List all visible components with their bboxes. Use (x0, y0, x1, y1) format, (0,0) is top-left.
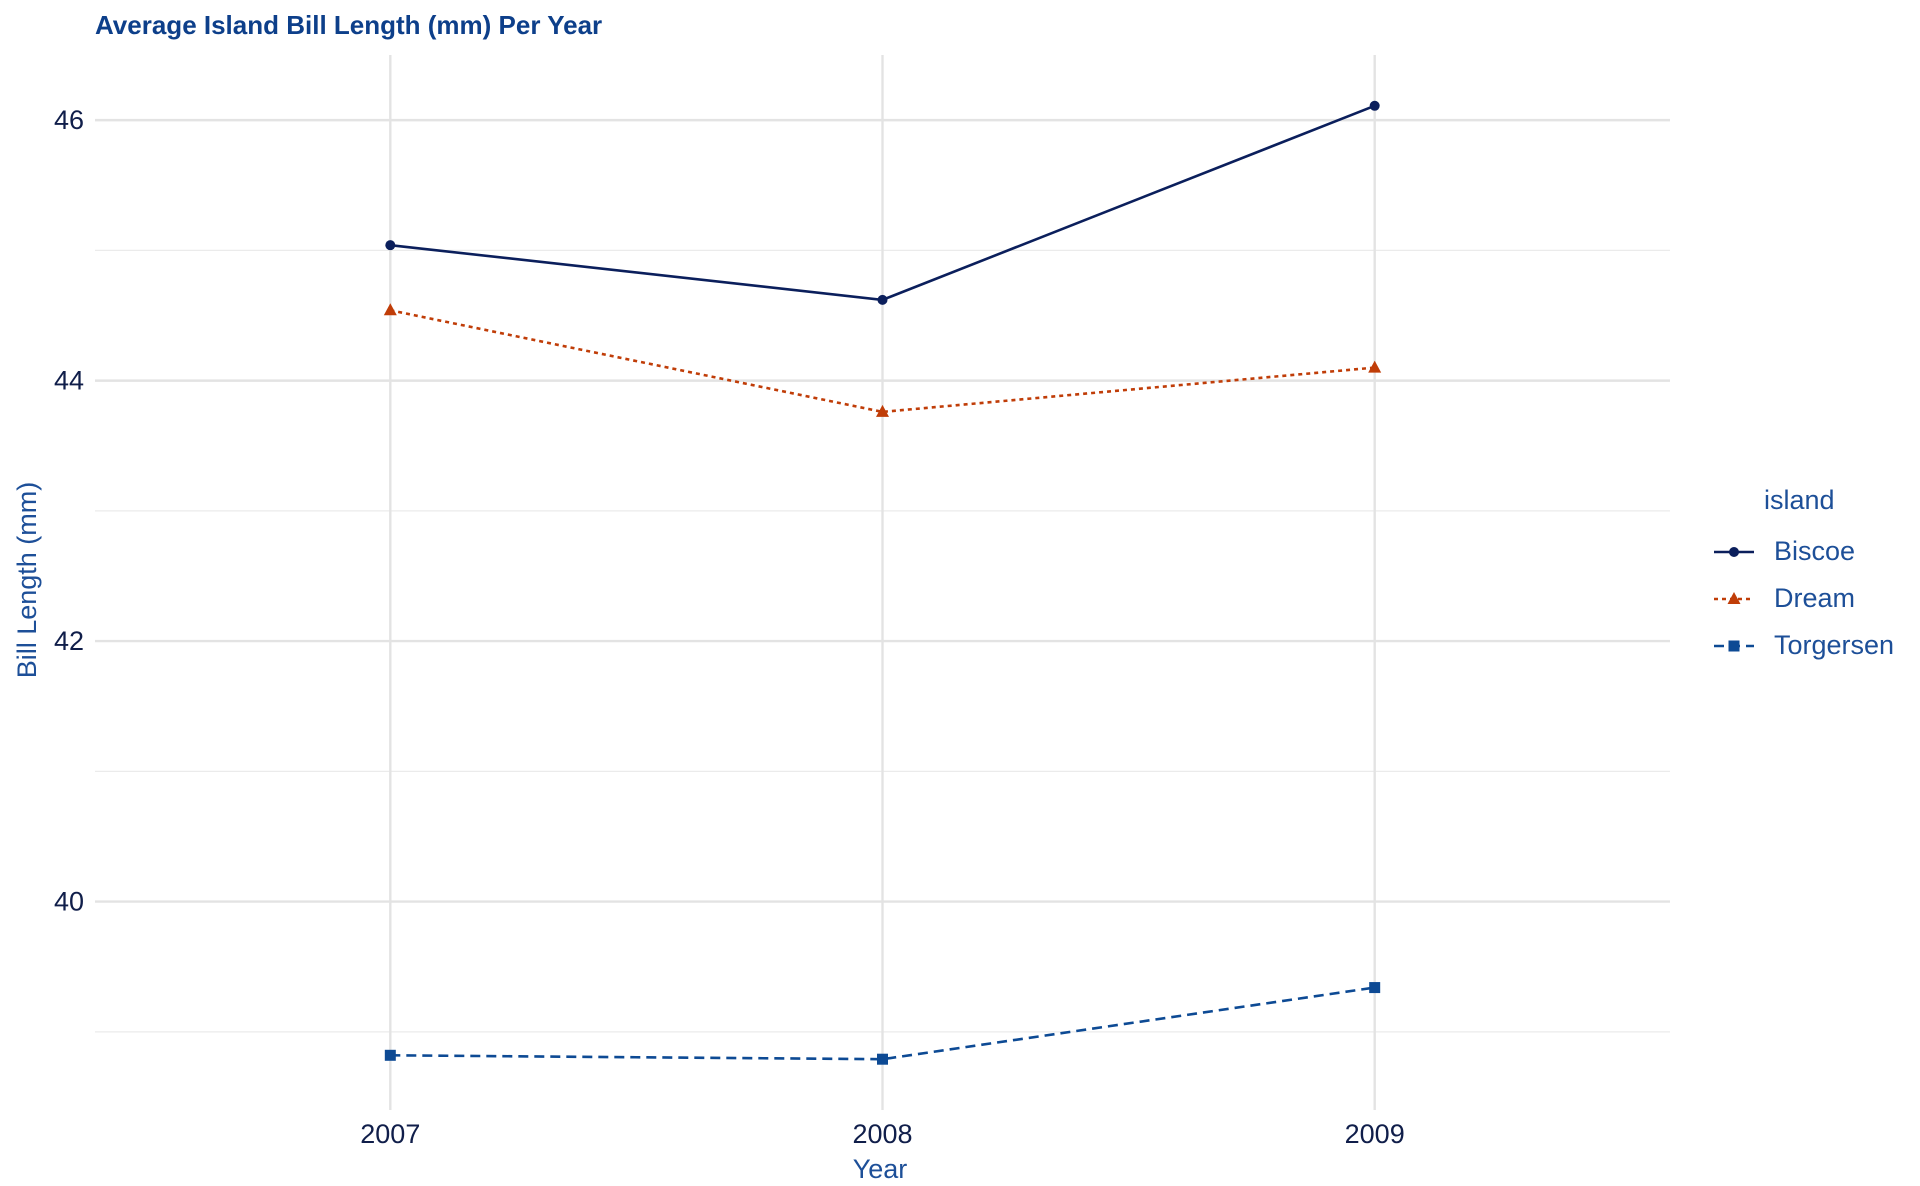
legend-label-dream: Dream (1774, 583, 1856, 613)
x-axis-title: Year (853, 1154, 908, 1184)
x-tick-label: 2009 (1345, 1119, 1405, 1149)
data-point-dream (876, 404, 889, 417)
major-gridlines (95, 55, 1670, 1110)
data-point-biscoe (1369, 100, 1380, 111)
y-axis-title: Bill Length (mm) (12, 482, 42, 679)
legend-key-dream (1714, 591, 1754, 604)
series-line-dream (390, 309, 1375, 414)
legend-items: Biscoe Dream Torgersen (1712, 528, 1894, 669)
x-axis-tick-labels: 2007 2008 2009 (360, 1119, 1404, 1149)
legend-label-biscoe: Biscoe (1774, 536, 1856, 566)
legend-key-torgersen (1714, 640, 1754, 651)
chart-title: Average Island Bill Length (mm) Per Year (95, 10, 603, 40)
legend-key-marker-biscoe (1729, 546, 1739, 557)
data-point-biscoe (877, 294, 888, 305)
data-point-torgersen (384, 1049, 396, 1061)
legend-item-torgersen: Torgersen (1712, 622, 1894, 669)
legend-key-biscoe (1714, 546, 1754, 557)
data-point-dream (383, 303, 397, 316)
series-markers (383, 100, 1382, 1065)
y-tick-label: 46 (54, 105, 84, 135)
legend-key-marker-torgersen (1728, 640, 1740, 651)
legend-item-dream: Dream (1712, 575, 1894, 622)
data-point-dream (1368, 360, 1382, 373)
y-tick-label: 40 (54, 887, 84, 917)
series-line-torgersen (390, 986, 1375, 1061)
legend-label-torgersen: Torgersen (1774, 630, 1895, 660)
y-axis-tick-labels: 40 42 44 46 (54, 105, 84, 916)
x-tick-label: 2007 (360, 1119, 420, 1149)
legend-title: island (1764, 485, 1835, 515)
legend-key-marker-dream (1727, 591, 1741, 604)
x-tick-label: 2008 (852, 1119, 912, 1149)
legend-item-biscoe: Biscoe (1712, 528, 1894, 575)
data-point-torgersen (877, 1053, 888, 1065)
y-tick-label: 44 (54, 366, 84, 396)
data-point-biscoe (385, 240, 396, 251)
legend: island Biscoe Dream Torgersen (1712, 485, 1894, 669)
y-tick-label: 42 (54, 626, 84, 656)
data-point-torgersen (1369, 982, 1381, 994)
